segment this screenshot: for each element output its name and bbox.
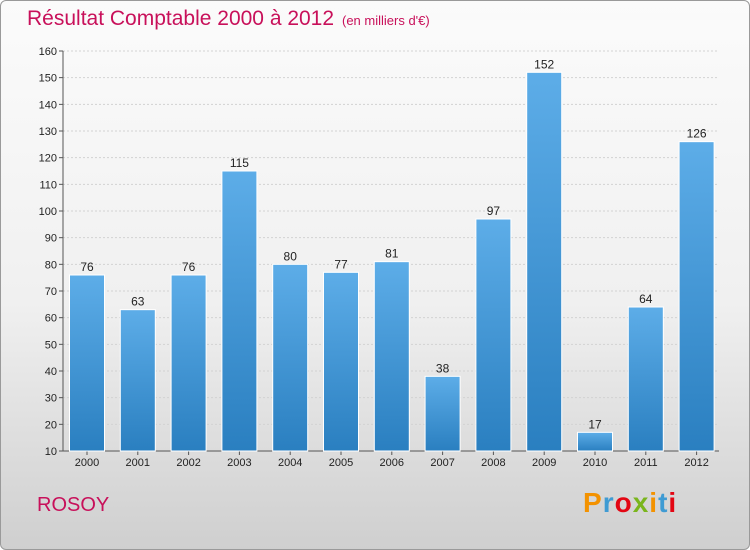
x-tick-label: 2012 bbox=[684, 457, 708, 469]
bar-2012 bbox=[678, 141, 715, 452]
y-tick-label: 90 bbox=[45, 233, 57, 245]
data-label-2004: 80 bbox=[284, 249, 298, 263]
bar-2008 bbox=[475, 218, 512, 452]
data-label-2011: 64 bbox=[639, 292, 653, 306]
logo-letter: P bbox=[583, 487, 603, 518]
bar-2006 bbox=[373, 261, 410, 452]
bar-2004 bbox=[272, 263, 309, 452]
chart-title: Résultat Comptable 2000 à 2012 bbox=[27, 7, 335, 30]
place-name: ROSOY bbox=[37, 494, 110, 516]
data-label-2010: 17 bbox=[588, 417, 602, 431]
y-tick-label: 40 bbox=[45, 366, 57, 378]
y-tick-label: 60 bbox=[45, 313, 57, 325]
y-tick-label: 130 bbox=[39, 126, 57, 138]
x-tick-label: 2001 bbox=[126, 457, 150, 469]
x-tick-label: 2006 bbox=[380, 457, 404, 469]
y-tick-label: 10 bbox=[45, 446, 57, 458]
y-tick-label: 80 bbox=[45, 259, 57, 271]
bar-2010 bbox=[577, 431, 613, 452]
bar-2005 bbox=[323, 271, 359, 452]
data-label-2007: 38 bbox=[436, 361, 450, 375]
y-tick-label: 70 bbox=[45, 286, 57, 298]
bar-2003 bbox=[221, 170, 258, 452]
bar-2000 bbox=[69, 274, 105, 452]
logo-letter: r bbox=[602, 487, 615, 518]
x-tick-label: 2005 bbox=[329, 457, 353, 469]
x-tick-label: 2008 bbox=[481, 457, 505, 469]
x-tick-label: 2007 bbox=[430, 457, 454, 469]
y-tick-label: 140 bbox=[39, 99, 57, 111]
bar-2007 bbox=[424, 375, 461, 452]
y-tick-label: 160 bbox=[39, 46, 57, 58]
data-label-2012: 126 bbox=[687, 127, 707, 141]
logo-letter: x bbox=[632, 487, 650, 518]
data-label-2006: 81 bbox=[385, 247, 399, 261]
data-label-2009: 152 bbox=[534, 57, 554, 71]
x-tick-label: 2002 bbox=[176, 457, 200, 469]
data-label-2008: 97 bbox=[487, 204, 501, 218]
y-tick-label: 120 bbox=[39, 153, 57, 165]
x-tick-label: 2011 bbox=[634, 457, 658, 469]
data-label-2001: 63 bbox=[131, 295, 145, 309]
x-tick-label: 2010 bbox=[583, 457, 607, 469]
proxiti-logo: Proxiti bbox=[583, 487, 677, 519]
labels: 10 20 30 40 50 60 70 80 90 100 110 120 130 140 150 160 7… bbox=[39, 46, 709, 469]
y-tick-label: 150 bbox=[39, 73, 57, 85]
chart-subtitle: (en milliers d'€) bbox=[342, 13, 430, 28]
bar-2002 bbox=[170, 274, 207, 452]
y-tick-label: 50 bbox=[45, 339, 57, 351]
logo-letter: i bbox=[649, 487, 659, 518]
y-tick-label: 110 bbox=[39, 179, 57, 191]
logo-letter: t bbox=[658, 487, 669, 518]
logo-letter: o bbox=[614, 487, 633, 518]
x-tick-label: 2003 bbox=[227, 457, 251, 469]
data-label-2002: 76 bbox=[182, 260, 196, 274]
x-tick-label: 2004 bbox=[278, 457, 302, 469]
data-label-2000: 76 bbox=[80, 260, 94, 274]
bar-2011 bbox=[627, 306, 664, 452]
data-label-2003: 115 bbox=[230, 156, 249, 170]
x-tick-label: 2000 bbox=[75, 457, 99, 469]
bar-2009 bbox=[526, 71, 563, 452]
bars bbox=[69, 71, 715, 452]
x-tick-label: 2009 bbox=[532, 457, 556, 469]
logo-letter: i bbox=[668, 487, 678, 518]
y-tick-label: 100 bbox=[39, 206, 57, 218]
bar-2001 bbox=[119, 309, 156, 452]
y-tick-label: 20 bbox=[45, 419, 57, 431]
data-label-2005: 77 bbox=[334, 257, 348, 271]
y-tick-label: 30 bbox=[45, 393, 57, 405]
